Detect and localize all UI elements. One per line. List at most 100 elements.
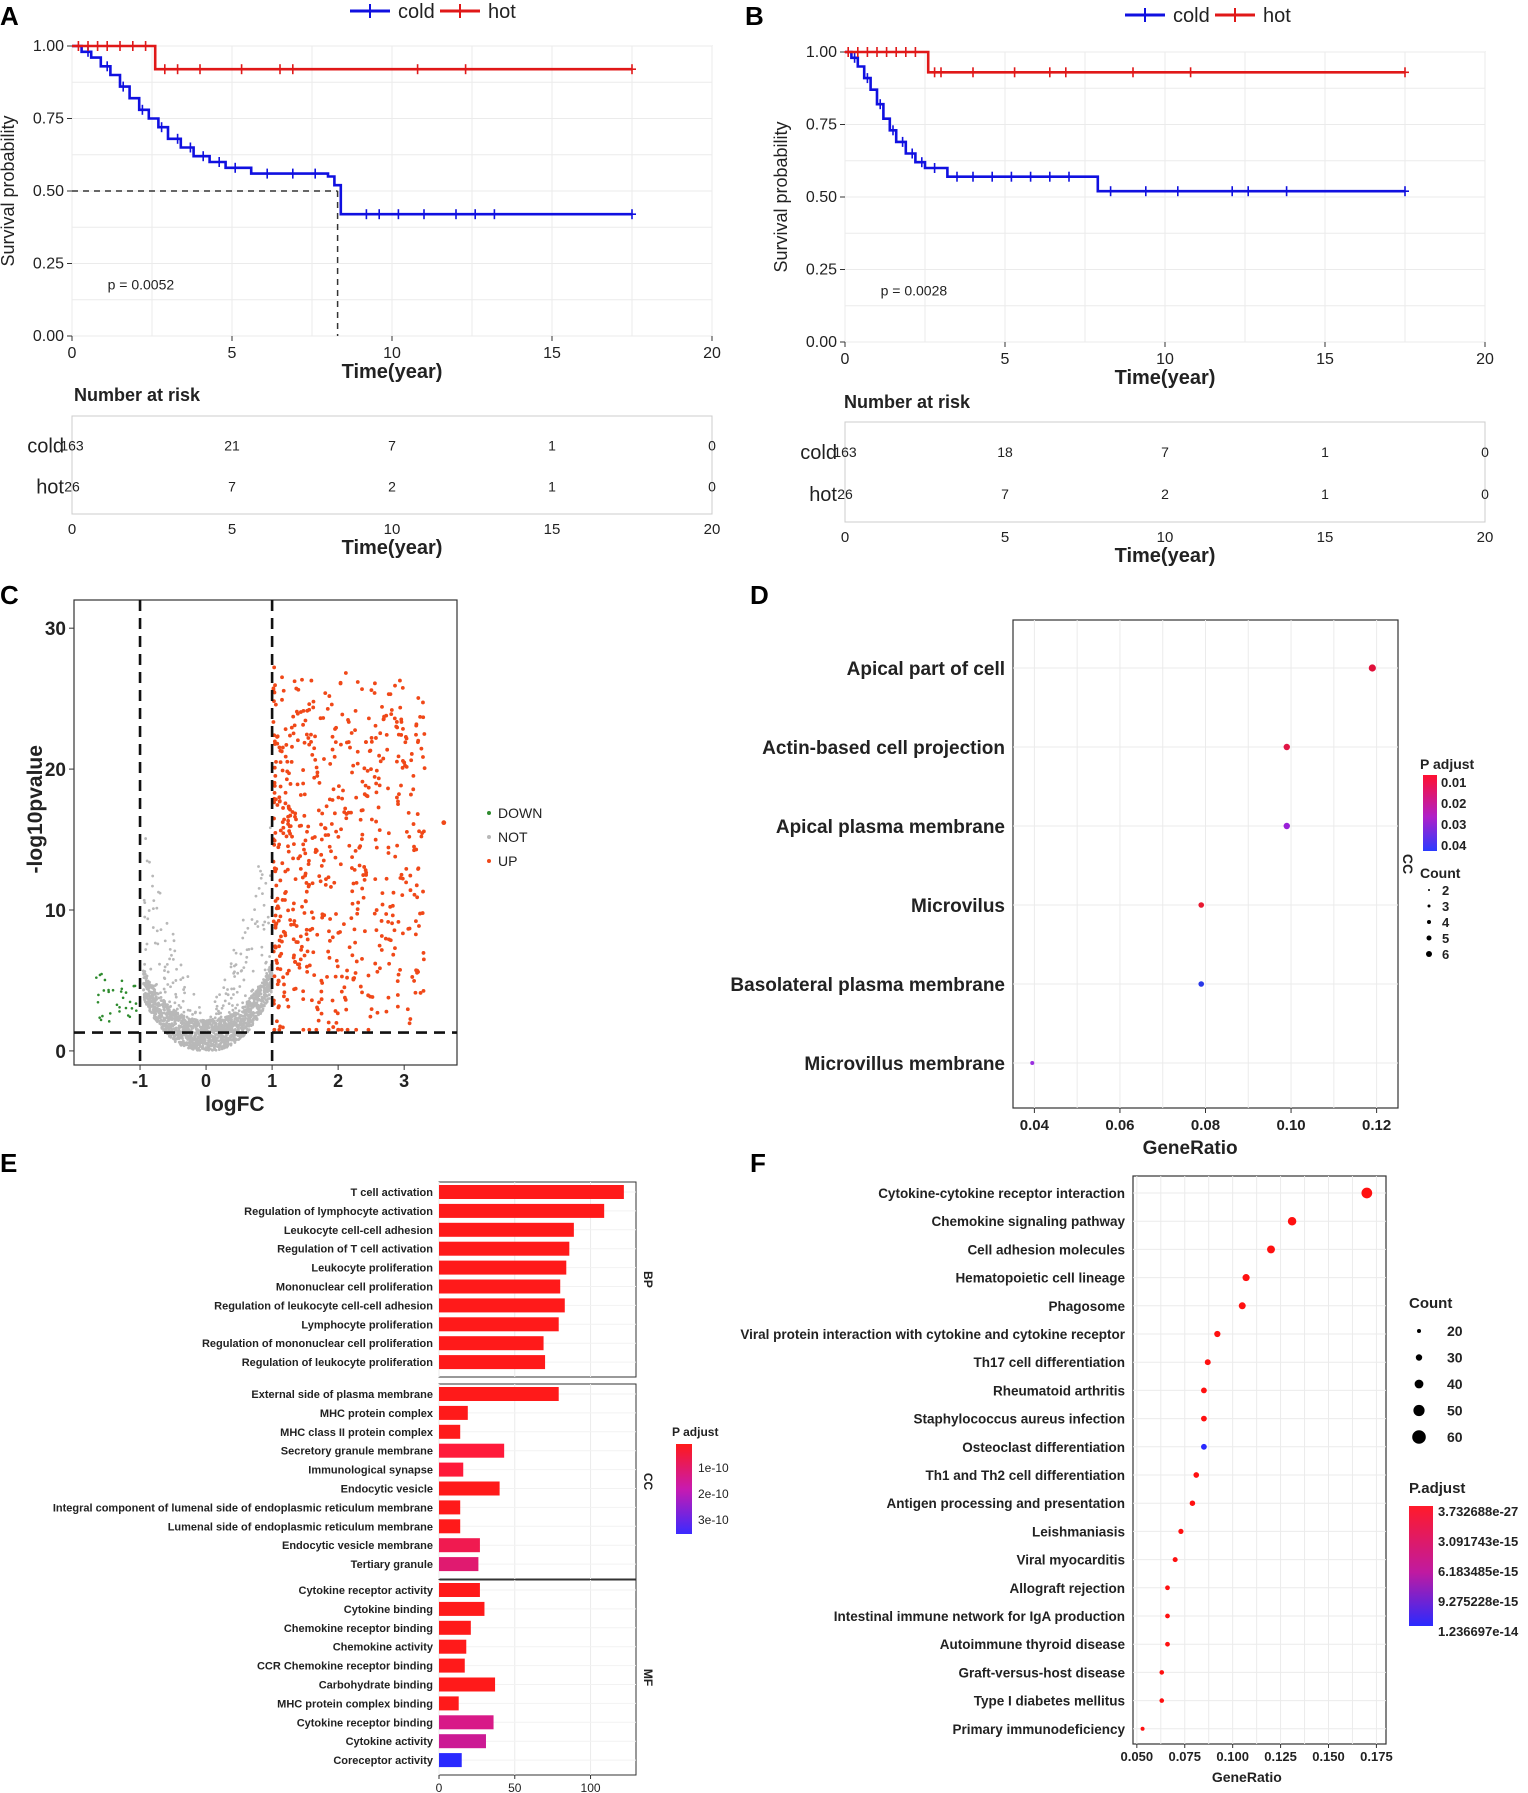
point-not — [233, 975, 237, 978]
point-not — [259, 1005, 263, 1009]
point-up — [303, 851, 308, 856]
point-not — [242, 966, 246, 970]
point-up — [360, 990, 364, 995]
point-up — [303, 899, 308, 903]
point-up — [375, 1010, 380, 1015]
point-up — [418, 714, 423, 719]
point-up — [355, 749, 360, 754]
point-down — [102, 989, 106, 992]
point-up — [309, 910, 314, 915]
point-up — [351, 763, 356, 768]
point-up — [333, 974, 338, 979]
term-label: Hematopoietic cell lineage — [955, 1271, 1125, 1286]
point-up — [298, 934, 303, 939]
point-up — [379, 934, 384, 938]
bar-label: Regulation of leukocyte proliferation — [242, 1357, 434, 1369]
point-not — [215, 1004, 219, 1008]
bar — [439, 1203, 605, 1218]
point-up — [278, 1024, 282, 1029]
point-not — [165, 1005, 169, 1009]
point-up — [291, 937, 296, 942]
point-not — [142, 898, 146, 902]
point-up — [288, 733, 292, 738]
term-dot — [1159, 1698, 1165, 1703]
point-up — [331, 787, 336, 792]
point-not — [144, 948, 148, 951]
point-up — [277, 745, 282, 750]
risk-value: 0 — [708, 479, 716, 495]
point-not — [226, 993, 230, 997]
point-up — [352, 867, 357, 872]
term-label: Osteoclast differentiation — [962, 1440, 1125, 1455]
x-tick-label: 50 — [508, 1781, 522, 1793]
point-not — [145, 942, 149, 946]
point-not — [231, 1008, 235, 1012]
point-not — [226, 988, 229, 991]
point-not — [246, 1027, 249, 1031]
bar-label: Secretory granule membrane — [281, 1446, 433, 1458]
bar — [439, 1336, 544, 1351]
point-up — [416, 740, 420, 745]
point-up — [421, 988, 426, 993]
point-not — [264, 988, 268, 991]
point-not — [144, 837, 148, 840]
point-not — [213, 1000, 217, 1004]
risk-value: 2 — [1161, 486, 1169, 502]
point-up — [301, 722, 305, 727]
point-up — [403, 740, 408, 745]
term-label: Microvillus membrane — [804, 1054, 1005, 1075]
point-not — [232, 948, 236, 952]
point-down — [107, 988, 110, 992]
y-tick-label: 30 — [45, 619, 66, 640]
point-up — [305, 708, 310, 713]
point-up — [306, 824, 311, 829]
point-not — [190, 1021, 194, 1025]
point-not — [257, 987, 260, 991]
point-up — [286, 1004, 291, 1009]
point-not — [217, 1009, 220, 1013]
term-dot — [1165, 1585, 1170, 1591]
point-not — [230, 1015, 234, 1019]
plot-frame — [1132, 1175, 1387, 1745]
point-up — [299, 948, 303, 952]
point-up — [392, 716, 397, 721]
point-not — [230, 987, 234, 991]
point-not — [213, 1016, 217, 1020]
point-up — [396, 799, 400, 804]
point-up — [294, 817, 298, 822]
point-not — [243, 994, 247, 998]
point-up — [273, 945, 278, 950]
point-not — [229, 962, 233, 966]
point-up — [413, 990, 418, 995]
point-not — [225, 1043, 229, 1046]
point-not — [223, 1021, 227, 1024]
point-not — [259, 876, 263, 880]
term-dot — [1238, 1302, 1246, 1310]
point-up — [333, 855, 338, 860]
term-label: Autoimmune thyroid disease — [940, 1637, 1126, 1652]
point-up — [372, 911, 377, 916]
point-up — [343, 806, 348, 811]
point-not — [239, 952, 243, 956]
x-tick-label: 0 — [841, 351, 850, 368]
y-tick-label: 0.00 — [806, 334, 837, 351]
point-not — [181, 999, 185, 1003]
risk-x-tick-label: 10 — [1157, 529, 1174, 546]
point-not — [185, 1024, 188, 1028]
point-not — [143, 962, 147, 966]
risk-value: 2 — [388, 479, 396, 495]
point-not — [241, 1010, 244, 1014]
point-not — [150, 1011, 153, 1014]
point-not — [170, 1022, 174, 1026]
x-tick-label: 100 — [581, 1781, 601, 1793]
point-up — [354, 795, 359, 800]
legend-color-title: P adjust — [672, 1425, 718, 1439]
bar — [439, 1317, 559, 1332]
point-up — [316, 808, 321, 813]
point-up — [282, 994, 286, 999]
point-not — [246, 1013, 250, 1017]
point-up — [417, 924, 421, 928]
point-up — [272, 866, 277, 871]
point-up — [375, 969, 380, 974]
point-not — [228, 1038, 232, 1042]
